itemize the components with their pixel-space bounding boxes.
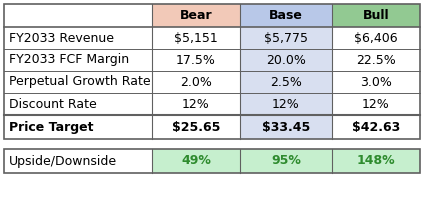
Text: $42.63: $42.63 — [352, 121, 400, 134]
Bar — [152, 27, 240, 49]
Bar — [4, 149, 152, 173]
Text: $5,151: $5,151 — [174, 32, 218, 44]
Text: 95%: 95% — [271, 155, 301, 167]
Text: Perpetual Growth Rate: Perpetual Growth Rate — [9, 76, 150, 88]
Text: 12%: 12% — [362, 98, 390, 110]
Bar — [152, 71, 240, 93]
Text: FY2033 Revenue: FY2033 Revenue — [9, 32, 114, 44]
Text: $25.65: $25.65 — [172, 121, 220, 134]
Text: Bear: Bear — [180, 9, 212, 22]
Bar — [4, 93, 152, 115]
Text: Upside/Downside: Upside/Downside — [9, 155, 117, 167]
Bar — [332, 27, 420, 49]
Bar — [240, 115, 332, 139]
Bar — [240, 4, 332, 27]
Bar — [4, 49, 152, 71]
Bar — [4, 4, 420, 139]
Bar — [240, 71, 332, 93]
Bar — [152, 115, 240, 139]
Text: 20.0%: 20.0% — [266, 54, 306, 66]
Text: 17.5%: 17.5% — [176, 54, 216, 66]
Bar — [4, 149, 420, 173]
Bar — [240, 149, 332, 173]
Bar — [240, 93, 332, 115]
Text: Base: Base — [269, 9, 303, 22]
Bar — [332, 4, 420, 27]
Bar — [332, 115, 420, 139]
Bar — [4, 71, 152, 93]
Bar — [152, 93, 240, 115]
Bar — [240, 49, 332, 71]
Bar — [4, 4, 152, 27]
Text: 49%: 49% — [181, 155, 211, 167]
Text: 12%: 12% — [182, 98, 210, 110]
Text: Bull: Bull — [363, 9, 389, 22]
Bar — [152, 149, 240, 173]
Text: Price Target: Price Target — [9, 121, 94, 134]
Text: 12%: 12% — [272, 98, 300, 110]
Bar — [332, 49, 420, 71]
Text: 2.5%: 2.5% — [270, 76, 302, 88]
Text: 3.0%: 3.0% — [360, 76, 392, 88]
Bar — [240, 27, 332, 49]
Text: 2.0%: 2.0% — [180, 76, 212, 88]
Bar — [152, 4, 240, 27]
Text: Discount Rate: Discount Rate — [9, 98, 97, 110]
Bar — [4, 115, 152, 139]
Bar — [332, 149, 420, 173]
Text: 22.5%: 22.5% — [356, 54, 396, 66]
Text: 148%: 148% — [357, 155, 395, 167]
Bar — [332, 93, 420, 115]
Text: FY2033 FCF Margin: FY2033 FCF Margin — [9, 54, 129, 66]
Bar — [332, 71, 420, 93]
Text: $6,406: $6,406 — [354, 32, 398, 44]
Text: $33.45: $33.45 — [262, 121, 310, 134]
Bar — [4, 27, 152, 49]
Text: $5,775: $5,775 — [264, 32, 308, 44]
Bar — [152, 49, 240, 71]
